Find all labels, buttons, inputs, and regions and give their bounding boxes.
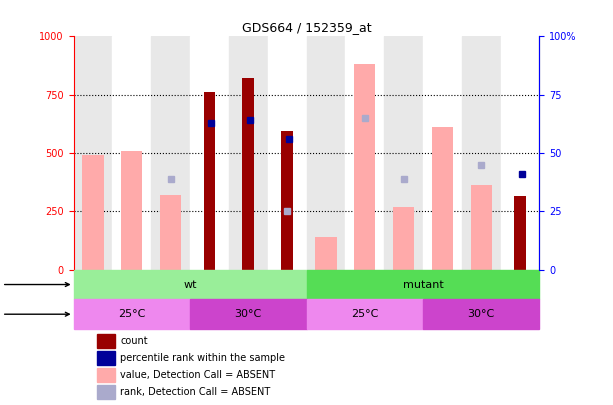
Bar	[315, 237, 337, 270]
Text: temperature: temperature	[0, 309, 69, 319]
Bar	[190, 299, 306, 329]
Bar	[243, 79, 254, 270]
Bar	[97, 369, 115, 382]
Bar	[281, 131, 293, 270]
Bar	[229, 36, 268, 270]
Bar	[423, 36, 462, 270]
Bar	[354, 64, 375, 270]
Text: percentile rank within the sample: percentile rank within the sample	[120, 353, 285, 363]
Bar	[82, 156, 104, 270]
Text: 30°C: 30°C	[235, 309, 262, 319]
Bar	[204, 92, 215, 270]
Bar	[501, 36, 539, 270]
Text: 25°C: 25°C	[351, 309, 378, 319]
Bar	[345, 36, 384, 270]
Bar	[151, 36, 190, 270]
Text: rank, Detection Call = ABSENT: rank, Detection Call = ABSENT	[120, 387, 270, 397]
Bar	[471, 185, 492, 270]
Bar	[306, 36, 345, 270]
Text: mutant: mutant	[403, 279, 443, 290]
Bar	[97, 386, 115, 399]
Bar	[268, 36, 306, 270]
Bar	[112, 36, 151, 270]
Bar	[514, 196, 526, 270]
Bar	[74, 270, 306, 299]
Bar	[74, 36, 112, 270]
Text: 25°C: 25°C	[118, 309, 145, 319]
Text: value, Detection Call = ABSENT: value, Detection Call = ABSENT	[120, 370, 275, 380]
Bar	[74, 299, 190, 329]
Text: 30°C: 30°C	[468, 309, 495, 319]
Bar	[393, 207, 414, 270]
Bar	[97, 335, 115, 348]
Text: genotype/variation: genotype/variation	[0, 279, 69, 290]
Bar	[97, 352, 115, 365]
Bar	[190, 36, 229, 270]
Bar	[423, 299, 539, 329]
Bar	[462, 36, 501, 270]
Bar	[160, 195, 181, 270]
Bar	[121, 151, 142, 270]
Text: wt: wt	[183, 279, 197, 290]
Bar	[306, 299, 423, 329]
Bar	[384, 36, 423, 270]
Title: GDS664 / 152359_at: GDS664 / 152359_at	[242, 21, 371, 34]
Bar	[306, 270, 539, 299]
Text: count: count	[120, 336, 148, 346]
Bar	[432, 128, 453, 270]
